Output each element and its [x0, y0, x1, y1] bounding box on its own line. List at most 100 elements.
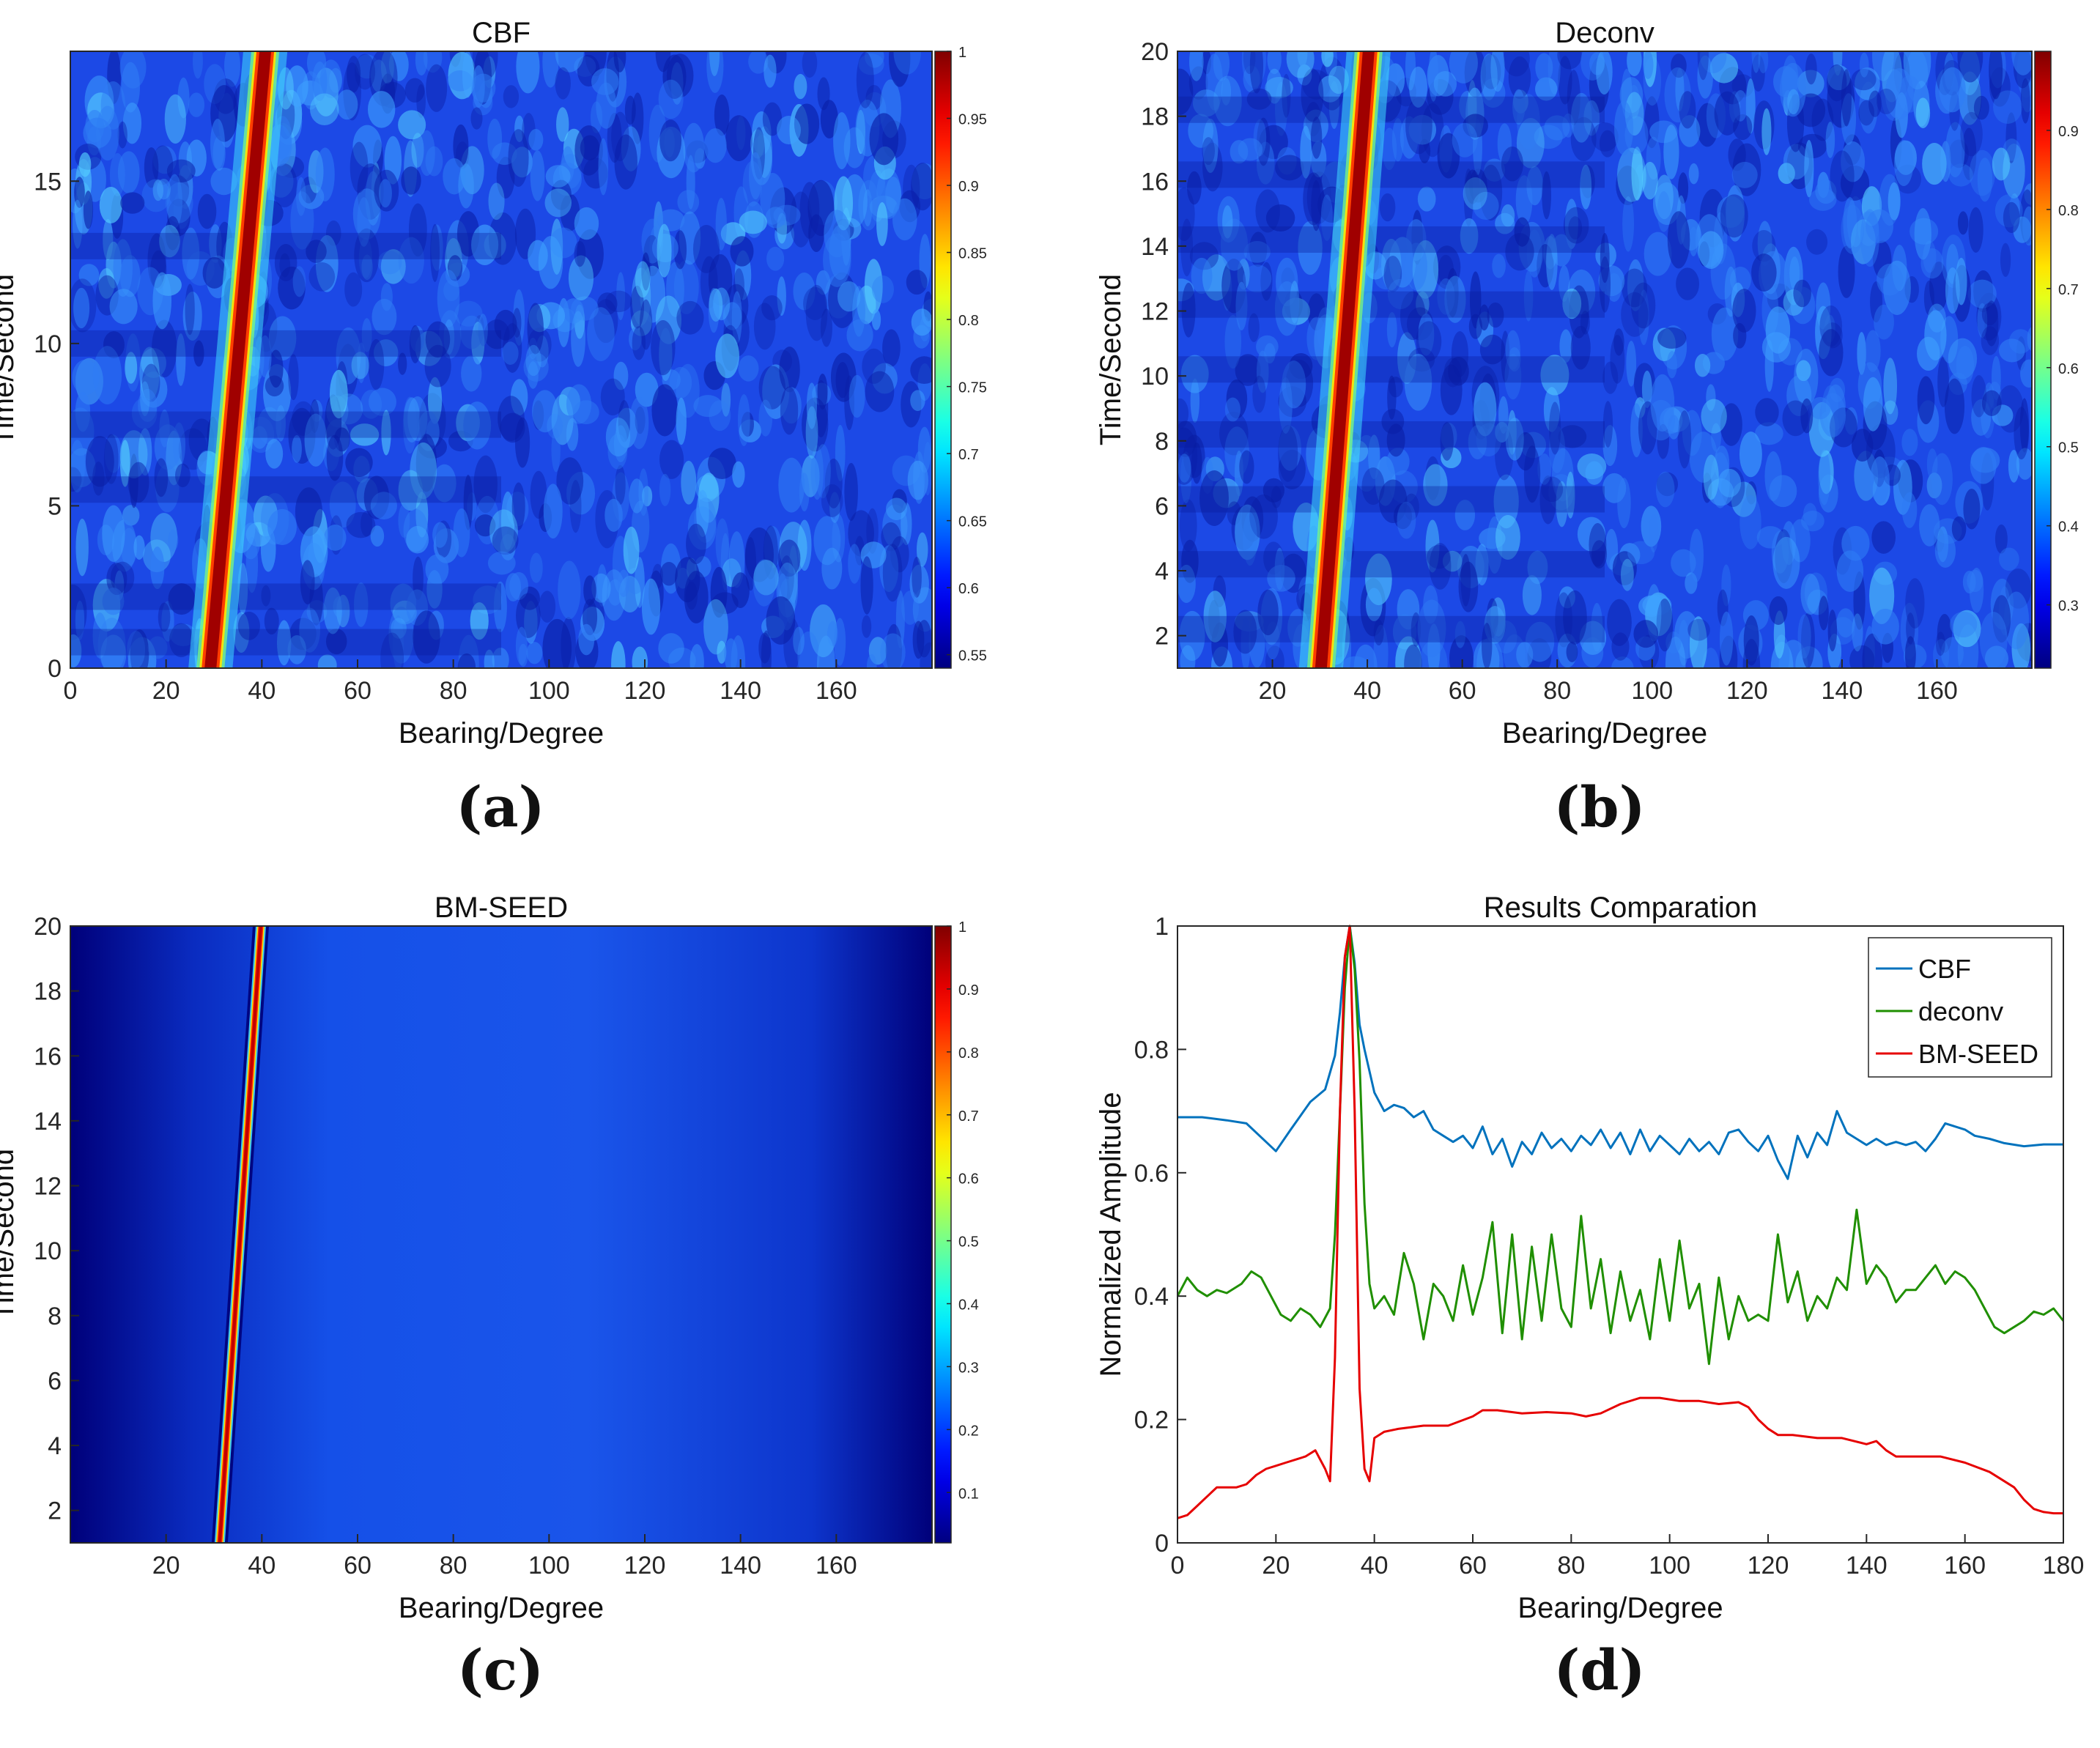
panel-a-noise-blob	[794, 73, 807, 100]
panel-b-xtick-label: 100	[1631, 677, 1673, 705]
panel-b-noise-blob	[1544, 115, 1570, 141]
panel-a-noise-blob	[556, 107, 569, 142]
panel-b-noise-blob	[1973, 95, 1989, 120]
panel-a-noise-blob	[127, 462, 149, 503]
panel-b-noise-blob	[1279, 425, 1301, 471]
panel-b-band	[1177, 96, 1605, 123]
panel-a-noise-blob	[121, 62, 140, 113]
panel-a-noise-blob	[868, 637, 887, 665]
panel-a-noise-blob	[317, 654, 337, 668]
panel-b-panel-label: (b)	[1553, 774, 1645, 840]
panel-a-noise-blob	[426, 64, 448, 112]
panel-b-noise-blob	[1177, 453, 1191, 483]
panel-c-xtick-label: 120	[624, 1552, 666, 1580]
panel-a-colorbar	[934, 51, 952, 669]
panel-a-noise-blob	[309, 93, 339, 126]
panel-b-noise-blob	[1599, 256, 1611, 313]
panel-c-colorbar-label: 0.3	[958, 1360, 979, 1376]
panel-a-noise-blob	[607, 434, 628, 470]
panel-b-noise-blob	[1568, 216, 1583, 240]
panel-b-noise-blob	[1386, 63, 1405, 97]
panel-d-plot-area	[1177, 925, 2063, 1519]
panel-b-ytick-label: 16	[1141, 168, 1169, 196]
panel-a-noise-blob	[459, 315, 484, 349]
panel-b-noise-blob	[1454, 500, 1476, 530]
panel-a-colorbar-label: 0.75	[958, 380, 987, 396]
panel-b-noise-blob	[1243, 51, 1256, 75]
panel-a-noise-blob	[271, 163, 297, 208]
panel-a-noise-blob	[484, 649, 495, 668]
panel-a-noise-blob	[880, 633, 906, 668]
panel-b-noise-blob	[1205, 53, 1223, 111]
panel-a-noise-blob	[556, 457, 584, 505]
panel-b-noise-blob	[1516, 118, 1545, 168]
panel-a-noise-blob	[742, 160, 763, 207]
panel-a-noise-blob	[276, 620, 292, 666]
panel-b-noise-blob	[1180, 218, 1194, 277]
panel-a-noise-blob	[493, 581, 507, 633]
panel-a-noise-blob	[525, 344, 541, 377]
panel-a-noise-blob	[911, 163, 932, 211]
panel-b-noise-blob	[1622, 196, 1635, 252]
panel-a-noise-blob	[368, 338, 385, 390]
panel-b-noise-blob	[1993, 90, 2022, 125]
panel-b-noise-blob	[1525, 621, 1555, 662]
panel-a-noise-blob	[502, 341, 519, 365]
panel-c-ytick-label: 12	[34, 1173, 62, 1201]
panel-b-ytick-label: 18	[1141, 103, 1169, 131]
panel-b-noise-blob	[1177, 564, 1196, 604]
panel-b-noise-blob	[1180, 451, 1192, 504]
panel-b-noise-blob	[1222, 205, 1233, 239]
panel-a-noise-blob	[529, 552, 543, 583]
panel-a-noise-blob	[224, 51, 240, 87]
panel-b-noise-blob	[1755, 398, 1779, 426]
panel-d-panel-label: (d)	[1553, 1637, 1645, 1703]
panel-a-noise-blob	[509, 571, 528, 601]
panel-a-xtick-label: 160	[816, 677, 857, 705]
panel-c-xtick-label: 160	[816, 1552, 857, 1580]
panel-a-noise-blob	[744, 527, 774, 582]
panel-a-target-track	[204, 51, 272, 668]
panel-b-noise-blob	[1479, 304, 1490, 331]
panel-a-noise-blob	[753, 560, 779, 596]
panel-b-noise-blob	[1423, 585, 1438, 624]
panel-b-noise-blob	[2022, 206, 2032, 246]
panel-a-noise-blob	[906, 270, 928, 295]
panel-b-noise-blob	[1656, 472, 1679, 497]
panel-b-noise-blob	[1256, 350, 1269, 393]
panel-b-noise-blob	[1836, 550, 1864, 592]
panel-a-noise-blob	[141, 179, 171, 212]
panel-a-noise-blob	[561, 146, 574, 183]
panel-b-noise-blob	[1630, 403, 1643, 458]
panel-a-noise-blob	[503, 85, 520, 108]
panel-a-noise-blob	[102, 505, 125, 562]
panel-b-noise-blob	[1192, 89, 1220, 117]
panel-a-noise-blob	[75, 600, 85, 640]
panel-a-noise-blob	[655, 51, 671, 73]
panel-b-noise-blob	[1984, 300, 1999, 347]
panel-a-noise-blob	[92, 346, 122, 405]
panel-a-noise-blob	[550, 227, 577, 259]
panel-b-noise-blob	[1644, 232, 1672, 276]
panel-a-noise-blob	[503, 323, 522, 373]
panel-a-noise-blob	[871, 309, 881, 330]
panel-b-noise-blob	[1271, 486, 1282, 508]
panel-b-noise-blob	[1945, 122, 1965, 178]
panel-a-noise-blob	[752, 111, 772, 156]
panel-b-noise-blob	[1926, 473, 1942, 499]
panel-b-noise-blob	[1179, 499, 1197, 552]
panel-b-noise-blob	[1992, 595, 2011, 643]
panel-b-noise-blob	[1666, 351, 1677, 379]
panel-a-noise-blob	[738, 355, 759, 382]
panel-b-noise-blob	[2016, 448, 2032, 480]
panel-b-noise-blob	[1382, 127, 1397, 171]
panel-a-noise-blob	[543, 484, 563, 539]
panel-b-noise-blob	[1373, 619, 1384, 646]
panel-a-noise-blob	[528, 240, 548, 271]
panel-a-xtick-label: 120	[624, 677, 666, 705]
panel-b-noise-blob	[1482, 623, 1493, 668]
panel-a-noise-blob	[109, 289, 138, 325]
panel-a-colorbar-label: 0.8	[958, 313, 979, 329]
panel-b-noise-blob	[1951, 516, 1967, 541]
